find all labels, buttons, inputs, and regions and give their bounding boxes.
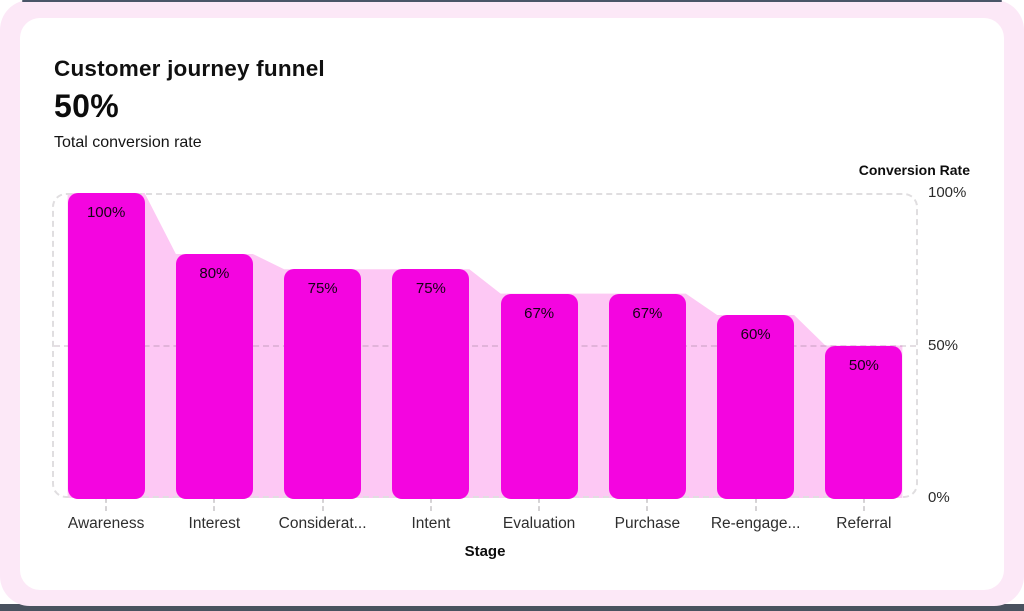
x-tick-mark xyxy=(321,498,324,511)
y-axis-title: Conversion Rate xyxy=(858,162,970,178)
bar-value-label: 100% xyxy=(86,204,126,221)
funnel-bar-interest[interactable]: 80% xyxy=(175,254,253,499)
x-tick-label: Evaluation xyxy=(502,515,576,532)
x-tick-label: Intent xyxy=(411,515,451,532)
y-tick-label: 100% xyxy=(928,184,967,201)
kpi-label: Total conversion rate xyxy=(54,134,202,151)
bar-value-label: 80% xyxy=(199,265,230,282)
x-tick-label: Re-engage... xyxy=(710,515,801,532)
bar-value-label: 60% xyxy=(740,326,771,343)
window-edge-bottom xyxy=(0,604,1024,611)
bar-value-label: 75% xyxy=(307,280,338,298)
bar-value-label: 67% xyxy=(524,304,555,322)
chart-title: Customer journey funnel xyxy=(54,56,325,81)
funnel-bar-intent[interactable]: 75% xyxy=(392,269,470,499)
x-tick-label: Awareness xyxy=(67,515,145,532)
x-tick-mark xyxy=(105,498,108,511)
x-tick-mark xyxy=(538,498,541,511)
x-tick-label: Purchase xyxy=(614,515,681,532)
gridline-50 xyxy=(54,344,916,347)
x-tick-mark xyxy=(646,498,649,511)
funnel-area-shape xyxy=(67,193,903,498)
kpi-value: 50% xyxy=(54,88,119,124)
x-tick-label: Referral xyxy=(836,515,892,532)
funnel-bar-referral[interactable]: 50% xyxy=(825,345,903,499)
window-edge-top xyxy=(22,0,1002,2)
y-tick-label: 50% xyxy=(928,336,959,354)
y-tick-label: 0% xyxy=(928,489,950,506)
bar-value-label: 50% xyxy=(848,356,879,374)
x-tick-mark xyxy=(754,498,757,511)
funnel-bar-purchase[interactable]: 67% xyxy=(608,293,686,499)
funnel-bar-re-engage[interactable]: 60% xyxy=(717,315,795,499)
bar-value-label: 67% xyxy=(632,304,663,322)
funnel-bar-awareness[interactable]: 100% xyxy=(67,193,145,499)
x-tick-mark xyxy=(429,498,432,511)
x-tick-mark xyxy=(213,498,216,511)
x-axis-title: Stage xyxy=(464,543,506,560)
funnel-bar-evaluation[interactable]: 67% xyxy=(500,293,578,499)
bar-value-label: 75% xyxy=(415,280,446,298)
funnel-bar-considerat[interactable]: 75% xyxy=(284,269,362,499)
x-tick-label: Interest xyxy=(188,515,241,532)
x-tick-mark xyxy=(862,498,865,511)
x-tick-label: Considerat... xyxy=(278,515,367,532)
